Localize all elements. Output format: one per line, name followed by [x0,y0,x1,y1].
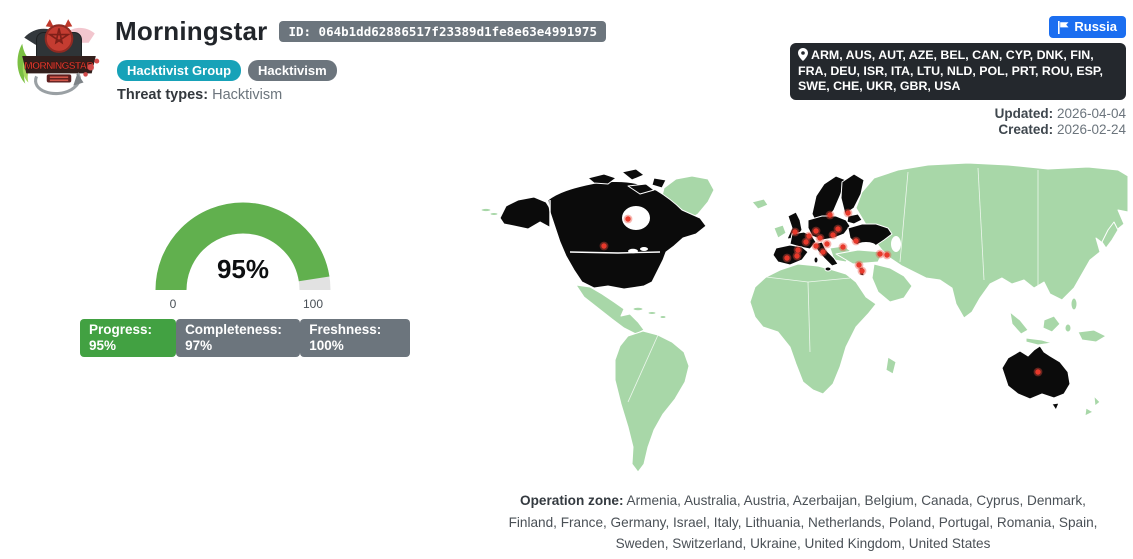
gauge-max-label: 100 [303,297,323,311]
created-label: Created: [998,122,1054,137]
threat-types-label: Threat types: [117,87,209,103]
morningstar-logo: MORNINGSTAR [17,19,100,96]
updated-label: Updated: [994,105,1054,121]
operation-zone-label: Operation zone: [520,493,624,508]
header-right-stack: Russia ARM, AUS, AUT, AZE, BEL, CAN, CYP… [790,16,1126,139]
gauge-value-label: 95% [217,254,269,284]
operation-zone: Operation zone: Armenia, Australia, Aust… [478,490,1128,555]
location-codes-text: ARM, AUS, AUT, AZE, BEL, CAN, CYP, DNK, … [798,48,1103,93]
origin-country-label: Russia [1074,19,1117,34]
id-badge: ID: 064b1dd62886517f23389d1fe8e63e499197… [279,21,606,42]
gauge-min-label: 0 [170,297,177,311]
gauge-value-arc [155,202,331,291]
map-markers [599,208,1043,377]
map-land [480,162,1128,473]
threat-types-row: Threat types: Hacktivism [117,87,282,103]
updated-row: Updated: 2026-04-04 [995,106,1126,123]
tag-hacktivist-group[interactable]: Hacktivist Group [117,60,242,81]
tag-row: Hacktivist Group Hacktivism [117,60,337,81]
metrics-row: Progress: 95% Completeness: 97% Freshnes… [80,319,410,357]
map-highlighted-countries [499,168,1071,411]
map-borders [549,167,1039,403]
world-map[interactable] [478,152,1128,482]
threat-types-value: Hacktivism [212,87,283,103]
page-title: Morningstar [115,16,268,46]
operation-zone-value: Armenia, Australia, Austria, Azerbaijan,… [508,493,1098,551]
metric-badge-completeness: Completeness: 97% [176,319,301,357]
date-lines: Updated: 2026-04-04 Created: 2026-02-24 [995,106,1126,139]
location-pin-icon [798,48,808,61]
progress-gauge: 95% 0 100 [155,202,331,311]
metric-badge-progress: Progress: 95% [80,319,177,357]
metric-badge-freshness: Freshness: 100% [300,319,410,357]
origin-country-badge[interactable]: Russia [1049,16,1126,38]
flag-icon [1058,20,1069,34]
created-value: 2026-02-24 [1056,122,1126,137]
tag-hacktivism[interactable]: Hacktivism [248,60,337,81]
created-row: Created: 2026-02-24 [995,122,1126,139]
svg-text:MORNINGSTAR: MORNINGSTAR [24,61,94,72]
location-codes-badge: ARM, AUS, AUT, AZE, BEL, CAN, CYP, DNK, … [790,43,1126,100]
updated-value: 2026-04-04 [1056,105,1126,121]
header-title-row: Morningstar ID: 064b1dd62886517f23389d1f… [115,16,606,47]
